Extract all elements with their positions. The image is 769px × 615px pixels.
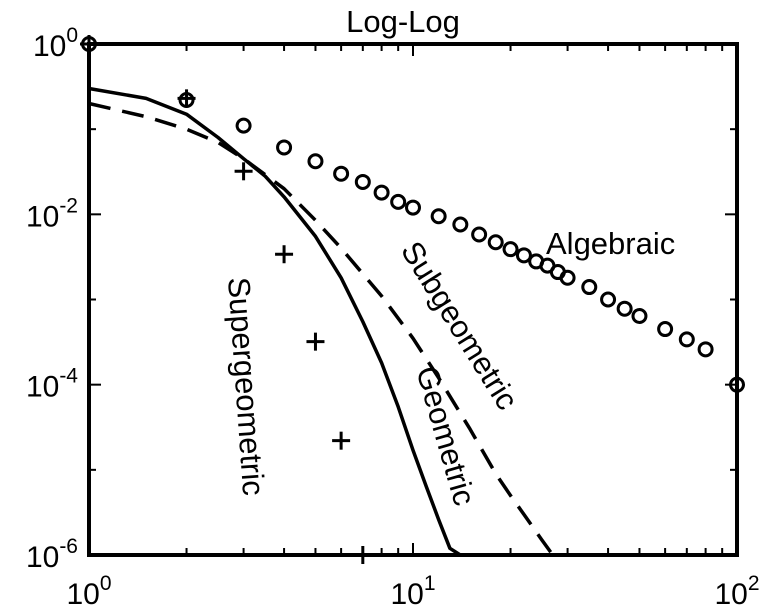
algebraic-point xyxy=(373,184,390,201)
algebraic-point xyxy=(471,226,488,243)
supergeometric-point xyxy=(234,162,253,181)
y-tick-label: 100 xyxy=(33,24,78,63)
y-tick-label: 10-2 xyxy=(26,194,78,233)
algebraic-point xyxy=(502,241,519,258)
annotation-supergeometric: Supergeometric xyxy=(221,276,271,497)
algebraic-point xyxy=(235,117,252,134)
data-layer xyxy=(80,35,745,564)
series-2-line xyxy=(88,101,555,557)
algebraic-point xyxy=(430,208,447,225)
series-1-line xyxy=(88,86,462,557)
algebraic-point xyxy=(487,234,504,251)
algebraic-point xyxy=(515,247,532,264)
algebraic-point xyxy=(600,291,617,308)
algebraic-point xyxy=(405,199,421,216)
x-tick-label: 100 xyxy=(66,572,111,611)
algebraic-point xyxy=(581,279,598,296)
supergeometric-point xyxy=(332,431,351,450)
supergeometric-point xyxy=(275,245,294,264)
algebraic-point xyxy=(333,165,350,182)
algebraic-point xyxy=(390,193,407,210)
algebraic-point xyxy=(452,216,469,233)
supergeometric-point xyxy=(306,332,325,351)
y-tick-label: 10-6 xyxy=(26,535,78,574)
algebraic-point xyxy=(307,153,324,170)
annotation-subgeometric: Subgeometric xyxy=(394,235,525,416)
tick-marks xyxy=(88,43,738,556)
annotation-algebraic: Algebraic xyxy=(546,226,675,261)
algebraic-point xyxy=(697,341,714,358)
x-tick-label: 101 xyxy=(390,572,435,611)
algebraic-point xyxy=(657,321,674,338)
algebraic-point xyxy=(276,139,293,156)
algebraic-point xyxy=(354,173,371,190)
plot-frame xyxy=(87,42,739,557)
algebraic-point xyxy=(616,300,633,317)
x-tick-label: 102 xyxy=(714,572,759,611)
supergeometric-point xyxy=(177,89,196,108)
y-tick-label: 10-4 xyxy=(26,365,78,404)
chart-title: Log-Log xyxy=(346,4,460,39)
annotation-geometric: Geometric xyxy=(409,362,482,509)
algebraic-point xyxy=(559,269,576,286)
algebraic-point xyxy=(678,331,695,348)
algebraic-point xyxy=(631,308,648,325)
tick-labels: 100 101 102 100 10-2 10-4 10-6 xyxy=(26,24,760,611)
